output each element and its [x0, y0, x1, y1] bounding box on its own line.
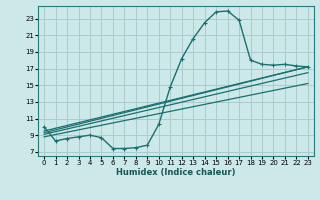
X-axis label: Humidex (Indice chaleur): Humidex (Indice chaleur) [116, 168, 236, 177]
